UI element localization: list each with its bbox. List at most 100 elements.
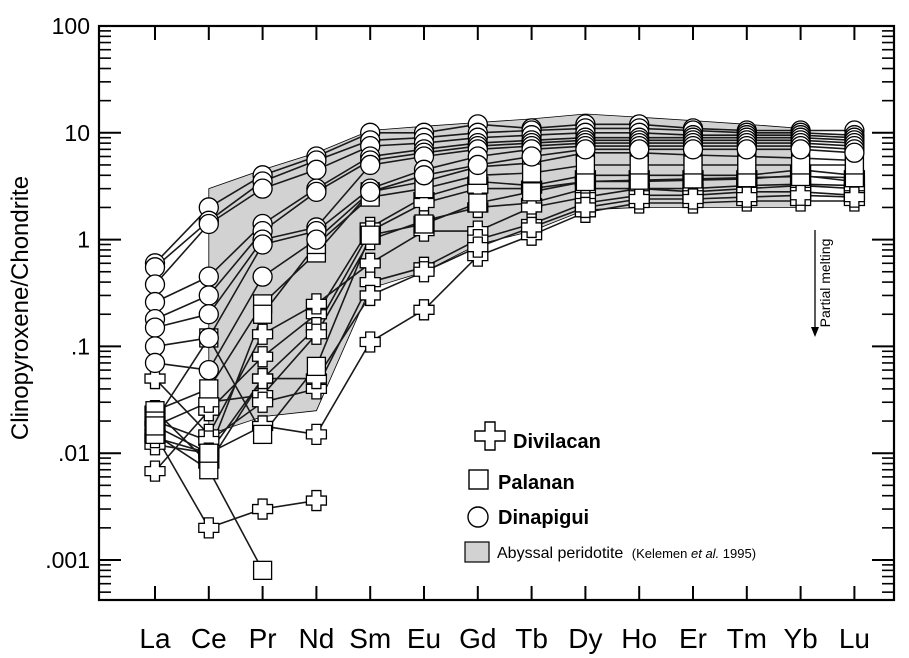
dinapigui-point-2-la <box>144 274 166 295</box>
divilacan-point-7-dy <box>574 196 597 219</box>
y-tick-label: 100 <box>52 13 90 39</box>
divilacan-point-0-ce <box>198 517 220 539</box>
y-tick-label: 10 <box>64 120 90 146</box>
legend-label-divilacan: Divilacan <box>513 431 601 453</box>
dinapigui-point-7-ho <box>629 139 650 160</box>
divilacan-point-4-nd <box>305 293 328 315</box>
palanan-point-2-sm <box>360 225 380 245</box>
divilacan-point-1-la <box>144 460 166 482</box>
dinapigui-point-2-ce <box>198 213 219 235</box>
band-layer <box>208 113 801 435</box>
legend-label-dinapigui: Dinapigui <box>498 507 589 529</box>
dinapigui-point-3-ce <box>198 266 219 287</box>
legend: Divilacan Palanan Dinapigui Abyssal peri… <box>464 421 756 563</box>
x-tick-label-lu: Lu <box>839 623 870 654</box>
palanan-point-3-pr <box>252 304 273 324</box>
dinapigui-point-7-tb <box>521 146 542 167</box>
abyssal-peridotite-band <box>208 113 801 435</box>
dinapigui-point-2-pr <box>252 178 273 199</box>
y-tick-label: .01 <box>58 440 90 466</box>
palanan-point-2-eu <box>414 214 434 234</box>
legend-item-palanan: Palanan <box>468 469 575 494</box>
x-tick-label-ho: Ho <box>621 623 657 654</box>
dinapigui-point-7-dy <box>575 139 596 160</box>
palanan-point-0-pr <box>252 560 273 580</box>
cross-marker-icon <box>474 421 506 451</box>
divilacan-point-0-nd <box>305 489 328 512</box>
x-tick-label-gd: Gd <box>459 623 496 654</box>
divilacan-point-7-er <box>682 188 704 210</box>
dinapigui-point-6-ce <box>198 327 219 349</box>
palanan-point-3-tb <box>521 163 542 183</box>
palanan-point-2-pr <box>252 424 273 445</box>
dinapigui-point-3-la <box>144 291 166 313</box>
divilacan-point-4-sm <box>359 252 381 274</box>
plot-frame <box>97 24 896 602</box>
square-marker-icon <box>468 469 489 490</box>
series-markers <box>144 114 866 580</box>
dinapigui-point-7-eu <box>413 165 435 186</box>
dinapigui-point-7-tm <box>736 139 757 160</box>
palanan-point-2-nd <box>306 356 327 377</box>
partial-melting-arrowhead <box>811 327 819 337</box>
dinapigui-point-7-pr <box>252 266 273 287</box>
x-tick-label-tb: Tb <box>515 623 548 654</box>
gray-band-swatch <box>464 541 490 563</box>
divilacan-point-3-nd <box>305 323 328 345</box>
palanan-point-3-ce <box>199 443 219 463</box>
x-tick-label-er: Er <box>679 623 707 654</box>
dinapigui-point-7-nd <box>306 229 327 250</box>
divilacan-point-6-sm <box>359 331 381 353</box>
divilacan-point-7-sm <box>359 284 381 307</box>
abyssal-citation-suffix: 1995) <box>719 546 756 561</box>
y-tick-label: 1 <box>77 227 90 253</box>
x-tick-label-yb: Yb <box>783 623 817 654</box>
y-tick-label: .001 <box>45 547 90 573</box>
divilacan-point-5-pr <box>251 391 274 413</box>
partial-melting-annotation: Partial melting <box>811 230 833 337</box>
dinapigui-point-2-nd <box>306 159 327 180</box>
legend-label-abyssal-peridotite: Abyssal peridotite (Kelemen et al. 1995) <box>497 545 756 562</box>
palanan-point-0-ce <box>199 460 219 480</box>
abyssal-name: Abyssal peridotite <box>497 545 623 562</box>
legend-label-palanan: Palanan <box>498 472 575 494</box>
dinapigui-point-7-yb <box>790 139 811 160</box>
dinapigui-point-7-er <box>682 139 704 160</box>
y-axis-label: Clinopyroxene/Chondrite <box>7 176 34 440</box>
dinapigui-point-7-gd <box>467 154 488 176</box>
dinapigui-point-7-sm <box>360 181 381 202</box>
abyssal-citation-italic: et al. <box>691 546 719 561</box>
dinapigui-point-7-ce <box>198 359 219 381</box>
legend-item-dinapigui: Dinapigui <box>467 506 589 529</box>
abyssal-citation-prefix: (Kelemen <box>632 546 691 561</box>
legend-item-abyssal-peridotite: Abyssal peridotite (Kelemen et al. 1995) <box>464 541 756 563</box>
dinapigui-point-6-pr <box>252 234 273 255</box>
dinapigui-point-1-la <box>144 257 166 278</box>
divilacan-point-6-nd <box>305 423 328 446</box>
legend-item-divilacan: Divilacan <box>474 421 601 453</box>
dinapigui-point-5-sm <box>360 154 381 176</box>
palanan-point-3-la <box>145 416 165 436</box>
divilacan-point-7-gd <box>467 236 489 258</box>
dinapigui-point-4-ce <box>198 285 219 306</box>
divilacan-point-7-pr <box>251 367 274 390</box>
divilacan-point-0-pr <box>251 498 274 520</box>
circle-marker-icon <box>467 506 489 528</box>
x-tick-label-pr: Pr <box>249 623 277 654</box>
x-tick-label-nd: Nd <box>299 623 335 654</box>
partial-melting-label: Partial melting <box>817 239 833 328</box>
x-tick-label-sm: Sm <box>349 623 391 654</box>
y-tick-label: .1 <box>71 333 90 359</box>
divilacan-point-7-eu <box>413 261 435 283</box>
divilacan-point-7-tb <box>520 216 543 239</box>
divilacan-point-6-eu <box>413 299 435 321</box>
palanan-point-1-ce <box>199 379 219 399</box>
dinapigui-point-5-la <box>144 317 166 338</box>
x-tick-label-tm: Tm <box>727 623 767 654</box>
x-tick-label-ce: Ce <box>191 623 227 654</box>
divilacan-point-1-pr <box>251 346 274 368</box>
dinapigui-point-5-ce <box>198 304 219 325</box>
palanan-point-2-tb <box>521 182 542 202</box>
dinapigui-point-7-la <box>144 352 166 374</box>
